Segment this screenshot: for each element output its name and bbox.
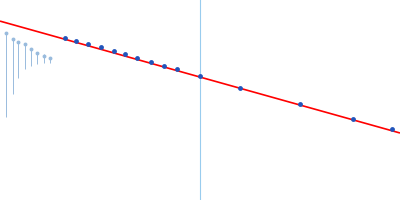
Point bbox=[85, 42, 92, 45]
Point bbox=[110, 50, 117, 53]
Point bbox=[197, 75, 203, 78]
Point bbox=[147, 60, 154, 63]
Point bbox=[122, 53, 128, 56]
Point bbox=[72, 39, 79, 42]
Point bbox=[161, 64, 168, 67]
Point bbox=[134, 56, 140, 59]
Point bbox=[297, 103, 303, 106]
Point bbox=[388, 127, 395, 130]
Point bbox=[237, 86, 243, 89]
Point bbox=[62, 36, 68, 39]
Point bbox=[350, 117, 356, 120]
Point bbox=[98, 46, 104, 49]
Point bbox=[174, 67, 180, 70]
